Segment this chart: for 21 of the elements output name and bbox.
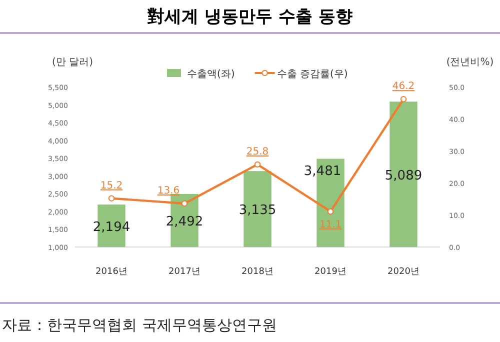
- text: 자료：한국무역협회 국제무역통상연구원: [2, 316, 277, 334]
- point: [327, 208, 334, 215]
- x-tick-label: 2017년: [168, 267, 200, 277]
- x-tick-label: 2020년: [388, 267, 420, 277]
- legend-label: 수출액(좌): [187, 69, 235, 80]
- x-tick-label: 2019년: [314, 267, 346, 277]
- point: [254, 161, 261, 168]
- y-axis-title: (만 달러): [52, 57, 94, 68]
- data-label: 25.8: [246, 146, 269, 158]
- y2-axis-title: (전년비%): [446, 57, 494, 68]
- data-label: 46.2: [392, 81, 415, 92]
- point: [181, 200, 188, 207]
- point: [108, 195, 115, 202]
- x-tick-label: 2016년: [96, 267, 128, 277]
- x-tick-label: 2018년: [242, 267, 274, 277]
- legend-label: 수출 증감률(우): [276, 69, 348, 80]
- point: [400, 96, 407, 102]
- data-label: 15.2: [100, 180, 123, 192]
- data-label: 11.1: [319, 219, 342, 230]
- data-label: 13.6: [157, 185, 180, 196]
- chart-title: 對세계 냉동만두 수출 동향: [146, 7, 352, 27]
